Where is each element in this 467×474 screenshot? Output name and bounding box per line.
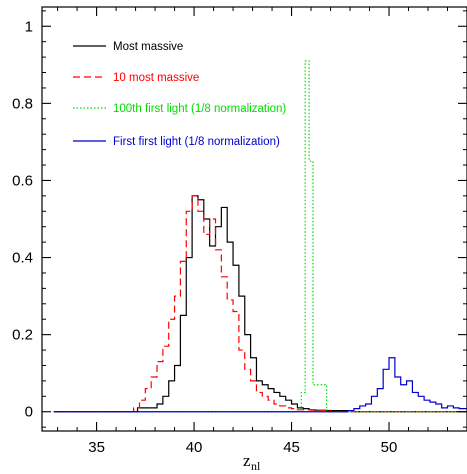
x-axis-title: z [243, 451, 251, 470]
x-tick-label: 35 [88, 439, 105, 456]
series-line-1 [53, 195, 467, 413]
legend-label: Most massive [113, 41, 183, 53]
legend-label: First first light (1/8 normalization) [113, 136, 280, 148]
series-line-2 [53, 195, 467, 413]
x-tick-label: 40 [186, 439, 203, 456]
series-layer [53, 60, 467, 413]
x-tick-label: 50 [381, 439, 398, 456]
y-tick-label: 0.8 [12, 95, 33, 112]
legend-label: 10 most massive [113, 72, 199, 84]
y-tick-label: 0.6 [12, 172, 33, 189]
legend-label: 100th first light (1/8 normalization) [113, 103, 286, 115]
y-tick-label: 0.4 [12, 250, 33, 267]
x-tick-label: 45 [283, 439, 300, 456]
x-axis-title-subscript: nl [251, 459, 261, 473]
y-tick-label: 0.2 [12, 327, 33, 344]
series-line-3 [53, 60, 467, 413]
y-tick-label: 0 [25, 404, 33, 421]
legend: Most massive 10 most massive 100th first l… [73, 41, 286, 148]
ticks-layer: 35 40 45 50 0 0.2 0.4 0.6 0.8 1 [12, 7, 467, 456]
plot-frame [41, 6, 467, 432]
y-tick-label: 1 [25, 18, 33, 35]
series-line-4 [53, 357, 467, 413]
